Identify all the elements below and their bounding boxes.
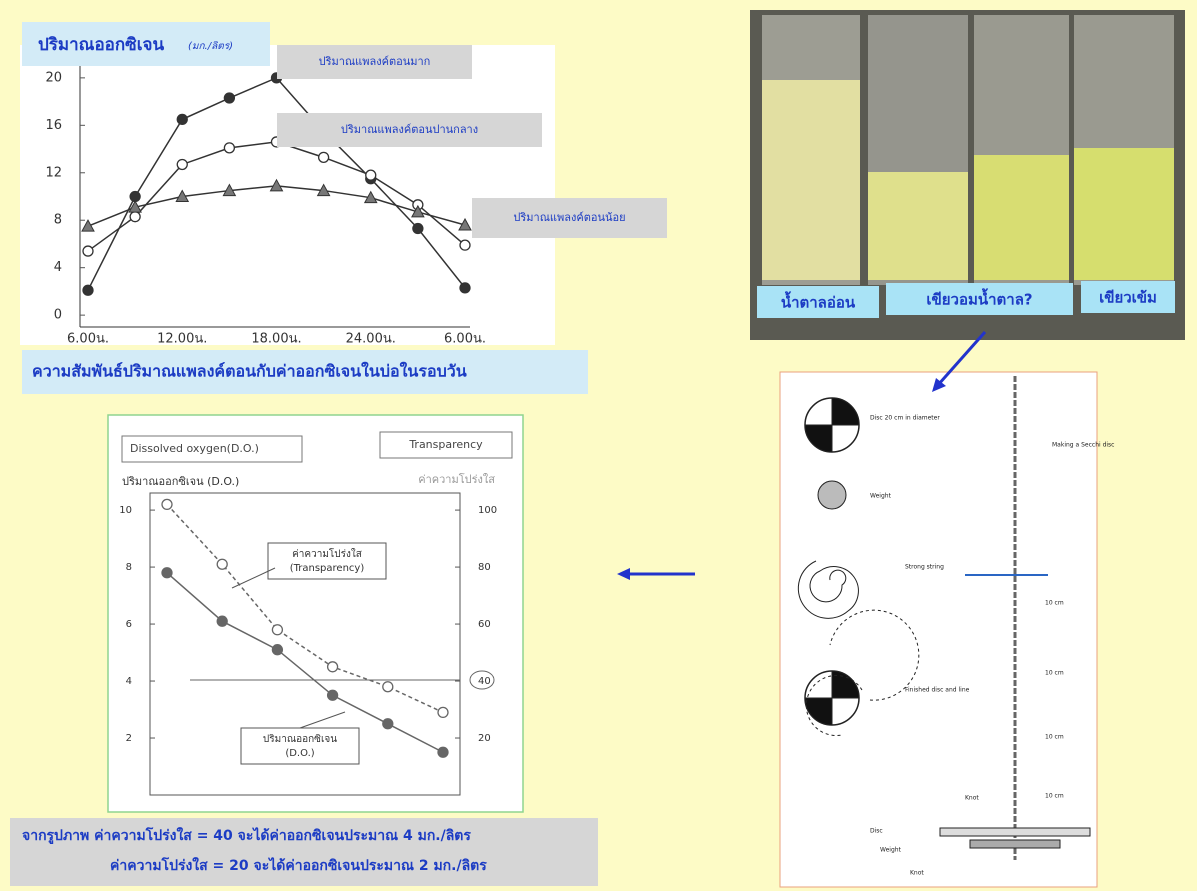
y-tick-label: 4 xyxy=(126,676,132,687)
diagram-label: 10 cm xyxy=(1045,670,1064,677)
legend-label: ปริมาณแพลงค์ตอนมาก xyxy=(319,55,431,68)
marker xyxy=(366,170,376,180)
y-tick-label: 0 xyxy=(54,308,62,323)
marker xyxy=(383,719,393,729)
diagram-label: 10 cm xyxy=(1045,600,1064,607)
y-tick-label: 6 xyxy=(126,619,132,630)
marker xyxy=(272,645,282,655)
y2-axis-label: ค่าความโปร่งใส xyxy=(418,472,495,486)
diagram-label: Knot xyxy=(910,870,924,877)
marker xyxy=(328,690,338,700)
y-tick-label: 8 xyxy=(126,562,132,573)
marker xyxy=(83,246,93,256)
marker xyxy=(328,662,338,672)
diagram-label: Strong string xyxy=(905,564,944,571)
diagram-label: Knot xyxy=(965,795,979,802)
y2-tick-label: 80 xyxy=(478,562,491,573)
y2-tick-label: 20 xyxy=(478,733,491,744)
marker xyxy=(177,114,187,124)
bottle-water xyxy=(1074,148,1174,280)
marker xyxy=(438,747,448,757)
marker xyxy=(217,559,227,569)
marker xyxy=(162,499,172,509)
diagram-label: 10 cm xyxy=(1045,793,1064,800)
marker xyxy=(272,625,282,635)
footer-line: จากรูปภาพ ค่าความโปร่งใส = 40 จะได้ค่าออ… xyxy=(22,826,471,844)
diagram-label: Disc xyxy=(870,828,883,835)
photo-label: เขียวอมน้ำตาล? xyxy=(926,288,1032,309)
marker xyxy=(460,240,470,250)
marker xyxy=(383,682,393,692)
marker xyxy=(224,93,234,103)
marker xyxy=(162,568,172,578)
x-tick-label: 12.00น. xyxy=(157,332,207,347)
annotation: ค่าความโปร่งใส xyxy=(292,547,362,560)
diagram-label: Making a Secchi disc xyxy=(1052,442,1114,449)
legend-label: Transparency xyxy=(408,438,483,451)
x-tick-label: 6.00น. xyxy=(67,332,109,347)
marker xyxy=(438,707,448,717)
photo-label: น้ำตาลอ่อน xyxy=(781,291,856,312)
diagram-label: 10 cm xyxy=(1045,734,1064,741)
footer-line: ค่าความโปร่งใส = 20 จะได้ค่าออกซิเจนประม… xyxy=(110,856,487,874)
y2-tick-label: 60 xyxy=(478,619,491,630)
x-tick-label: 18.00น. xyxy=(251,332,301,347)
marker xyxy=(217,616,227,626)
marker xyxy=(224,143,234,153)
annotation: (D.O.) xyxy=(285,748,314,759)
y-tick-label: 2 xyxy=(126,733,132,744)
bottle-water xyxy=(762,80,860,280)
photo-label: เขียวเข้ม xyxy=(1099,289,1157,307)
y-tick-label: 4 xyxy=(54,260,62,275)
chart1-unit: (มก./ลิตร) xyxy=(188,40,233,52)
marker xyxy=(83,285,93,295)
y-axis-label: ปริมาณออกซิเจน (D.O.) xyxy=(122,475,239,488)
x-tick-label: 6.00น. xyxy=(444,332,486,347)
diagram-label: Disc 20 cm in diameter xyxy=(870,415,940,422)
y2-tick-label: 100 xyxy=(478,505,497,516)
y2-tick-label: 40 xyxy=(478,676,491,687)
diagram-label: Weight xyxy=(880,847,902,854)
page: ปริมาณออกซิเจน (มก./ลิตร) ความสัมพันธ์ปร… xyxy=(0,0,1197,891)
x-tick-label: 24.00น. xyxy=(346,332,396,347)
chart1-title: ปริมาณออกซิเจน xyxy=(38,35,164,55)
marker xyxy=(460,283,470,293)
bottle-water xyxy=(974,155,1069,280)
diagram-label: Finished disc and line xyxy=(905,687,970,694)
legend-label: ปริมาณแพลงค์ตอนน้อย xyxy=(513,211,625,224)
diagram-label: Weight xyxy=(870,493,892,500)
y-tick-label: 10 xyxy=(119,505,132,516)
y-tick-label: 16 xyxy=(45,118,62,133)
legend-label: Dissolved oxygen(D.O.) xyxy=(130,442,259,455)
marker xyxy=(413,224,423,234)
y-tick-label: 20 xyxy=(45,70,62,85)
marker xyxy=(177,159,187,169)
marker xyxy=(319,152,329,162)
annotation: ปริมาณออกซิเจน xyxy=(263,734,337,745)
slide: ปริมาณออกซิเจน (มก./ลิตร) ความสัมพันธ์ปร… xyxy=(0,0,1197,891)
chart1-caption: ความสัมพันธ์ปริมาณแพลงค์ตอนกับค่าออกซิเจ… xyxy=(32,362,467,381)
y-tick-label: 12 xyxy=(45,165,62,180)
marker xyxy=(130,212,140,222)
legend-label: ปริมาณแพลงค์ตอนปานกลาง xyxy=(341,123,478,136)
bottle-water xyxy=(868,172,968,280)
annotation: (Transparency) xyxy=(290,563,365,574)
marker xyxy=(130,192,140,202)
y-tick-label: 8 xyxy=(54,213,62,228)
